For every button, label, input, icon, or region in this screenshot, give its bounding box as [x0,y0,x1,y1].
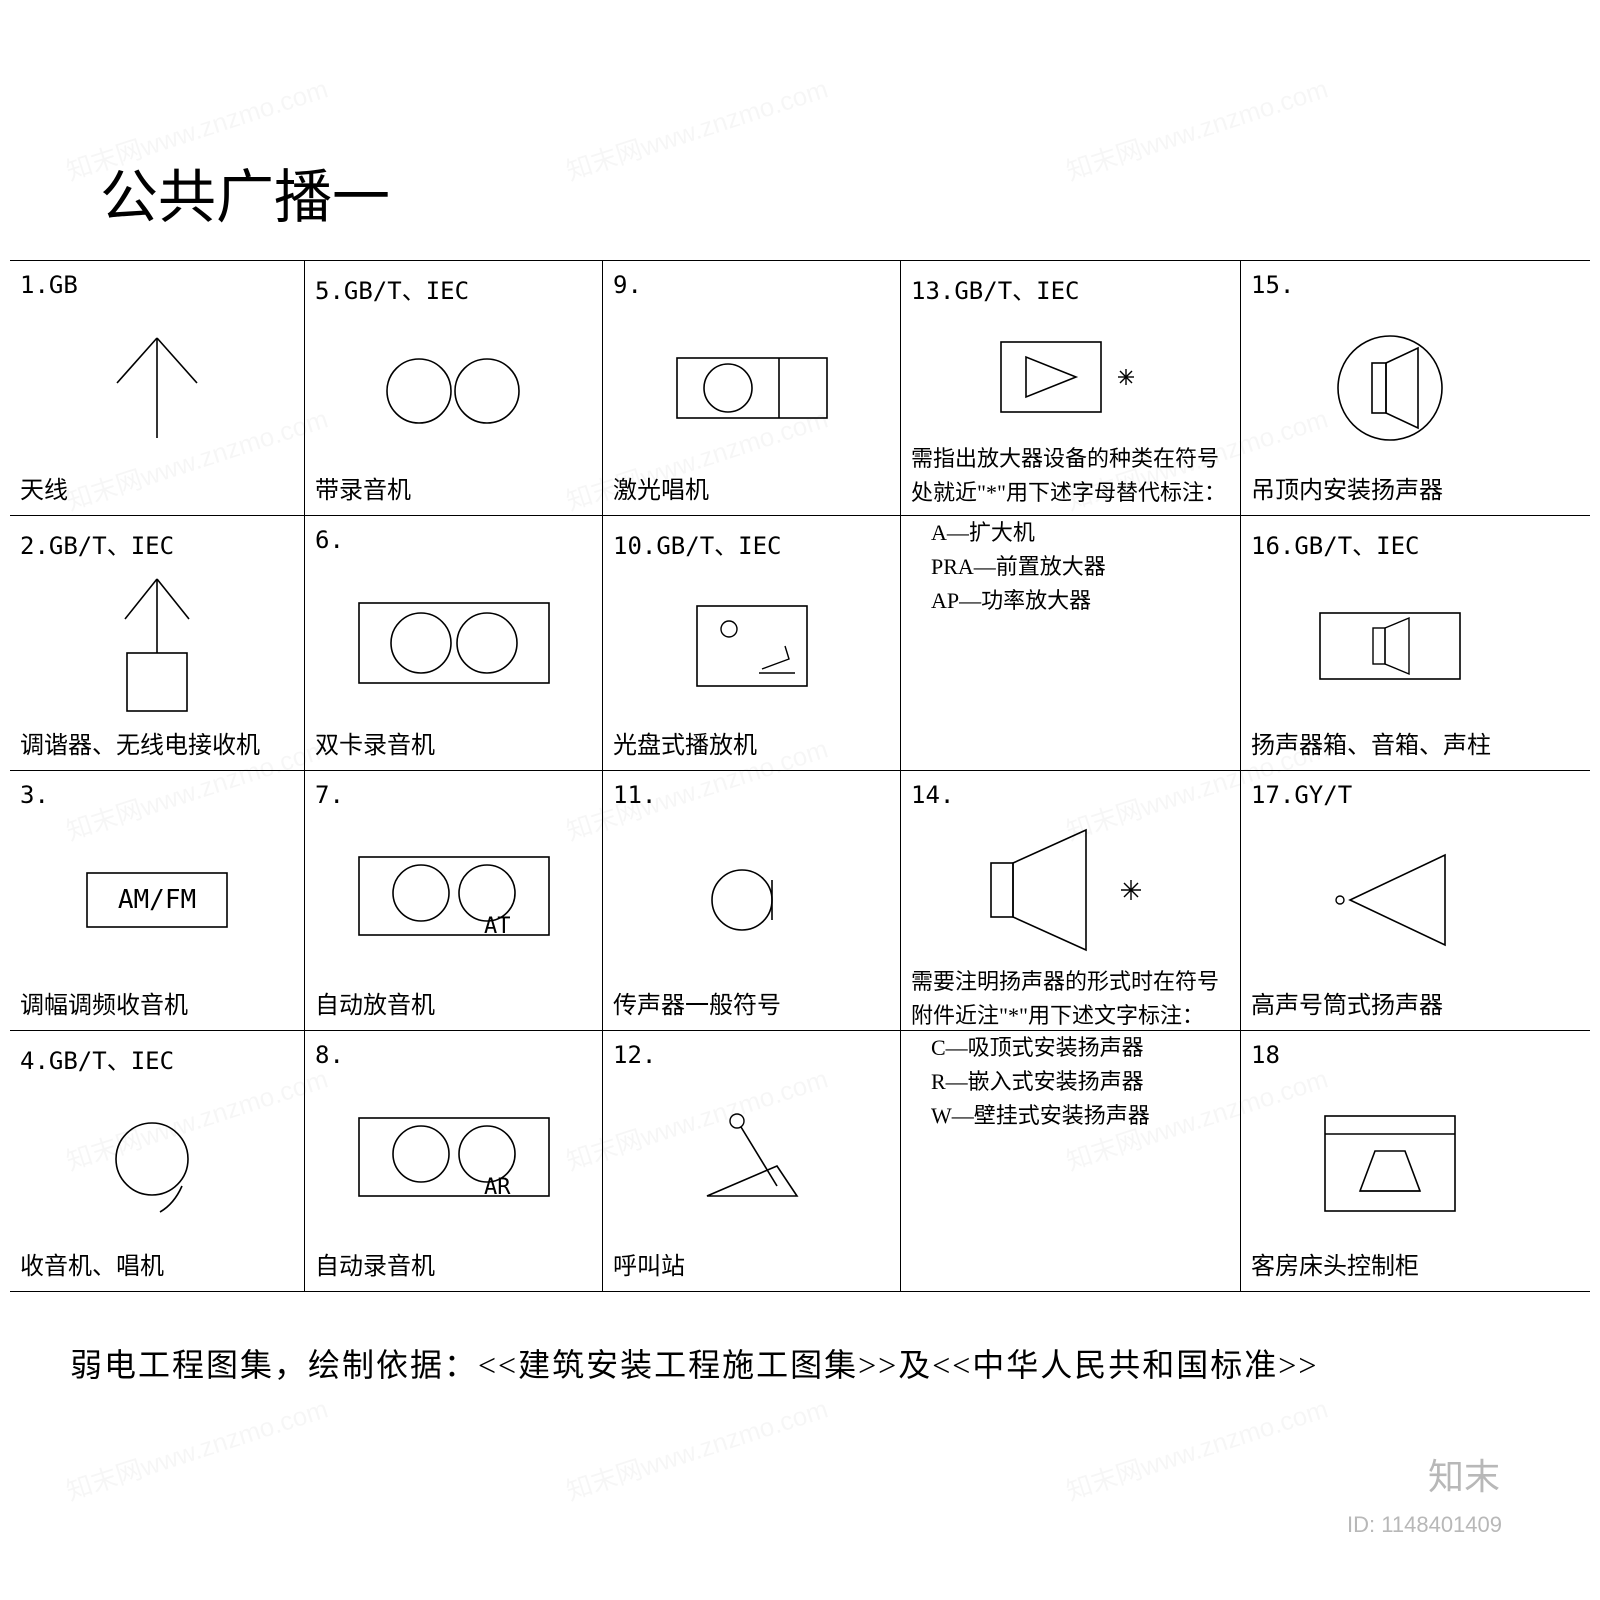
symbol-auto-record: AR [315,1075,592,1246]
cell-label: 光盘式播放机 [613,725,890,760]
cell-8-auto-record: 8. AR 自动录音机 [305,1031,603,1291]
symbol-dual-cassette [315,560,592,725]
cell-number: 4.GB/T、IEC [20,1041,294,1076]
symbol-antenna [20,305,294,470]
symbol-grid: 1.GB 天线 5.GB/T、IEC 带录音机 9. [10,260,1590,1292]
watermark-text: 知末网www.znzmo.com [561,69,832,189]
watermark-id: ID: 1148401409 [1347,1512,1502,1538]
cell-label: 天线 [20,470,294,505]
cell-12-call-station: 12. 呼叫站 [603,1031,901,1291]
svg-text:AT: AT [484,914,511,939]
cell-label: 客房床头控制柜 [1251,1246,1529,1281]
cell-number: 10.GB/T、IEC [613,526,890,561]
cell-label: 高声号筒式扬声器 [1251,985,1529,1020]
cell-label: 激光唱机 [613,470,890,505]
symbol-amplifier [911,312,1230,442]
cell-14-loudspeaker: 14. 需要注明扬声器的形式时在符号附件近注"*"用下述文字标注： [901,771,1241,1030]
cell-number: 14. [911,781,1230,809]
watermark-text: 知末网www.znzmo.com [61,1389,332,1509]
symbol-bedside-control [1251,1075,1529,1246]
cell-label: 扬声器箱、音箱、声柱 [1251,725,1529,760]
cell-number: 2.GB/T、IEC [20,526,294,561]
cell-label: 双卡录音机 [315,725,592,760]
symbol-auto-playback: AT [315,815,592,985]
cell-number: 8. [315,1041,592,1069]
note-item: A—扩大机 [911,516,1230,550]
cell-label: 吊顶内安装扬声器 [1251,470,1529,505]
cell-6-dual-cassette: 6. 双卡录音机 [305,516,603,770]
cell-3-amfm-radio: 3. AM/FM 调幅调频收音机 [10,771,305,1030]
note-item: W—壁挂式安装扬声器 [911,1099,1230,1133]
note-item: R—嵌入式安装扬声器 [911,1065,1230,1099]
cell-number: 17.GY/T [1251,781,1529,809]
watermark-text: 知末网www.znzmo.com [561,1389,832,1509]
cell-number: 11. [613,781,890,809]
symbol-loudspeaker [911,815,1230,965]
cell-18-bedside-control: 18 客房床头控制柜 [1241,1031,1539,1291]
symbol-tuner [20,567,294,725]
cell-number: 6. [315,526,592,554]
symbol-radio-phono [20,1082,294,1246]
cell-label: 调幅调频收音机 [20,985,294,1020]
symbol-horn-speaker [1251,815,1529,985]
page-title: 公共广播一 [100,150,390,234]
cell-1-antenna: 1.GB 天线 [10,261,305,515]
cell-13-amplifier-cont: A—扩大机 PRA—前置放大器 AP—功率放大器 [901,516,1241,770]
cell-number: 13.GB/T、IEC [911,271,1230,306]
cell-5-tape-recorder: 5.GB/T、IEC 带录音机 [305,261,603,515]
symbol-disc-player [613,567,890,725]
cell-11-microphone: 11. 传声器一般符号 [603,771,901,1030]
cell-number: 3. [20,781,294,809]
symbol-speaker-box [1251,567,1529,725]
cell-number: 12. [613,1041,890,1069]
cell-2-tuner: 2.GB/T、IEC 调谐器、无线电接收机 [10,516,305,770]
symbol-microphone [613,815,890,985]
cell-13-amplifier: 13.GB/T、IEC 需指出放大器设备的种类在符号处就近"*"用下述字母替代标… [901,261,1241,515]
cell-label: 收音机、唱机 [20,1246,294,1281]
cell-number: 1.GB [20,271,294,299]
svg-text:AR: AR [484,1175,511,1200]
note-item: C—吸顶式安装扬声器 [911,1031,1230,1065]
cell-15-ceiling-speaker: 15. 吊顶内安装扬声器 [1241,261,1539,515]
cell-label: 传声器一般符号 [613,985,890,1020]
cell-label: 调谐器、无线电接收机 [20,725,294,760]
cell-label: 自动录音机 [315,1246,592,1281]
cell-number: 7. [315,781,592,809]
watermark-text: 知末网www.znzmo.com [1061,1389,1332,1509]
cell-label: 自动放音机 [315,985,592,1020]
cell-number: 18 [1251,1041,1529,1069]
note-item: AP—功率放大器 [911,584,1230,618]
footer-text: 弱电工程图集，绘制依据：<<建筑安装工程施工图集>>及<<中华人民共和国标准>> [70,1340,1318,1386]
cell-14-loudspeaker-cont: C—吸顶式安装扬声器 R—嵌入式安装扬声器 W—壁挂式安装扬声器 [901,1031,1241,1291]
cell-note: 需要注明扬声器的形式时在符号附件近注"*"用下述文字标注： [911,965,1230,1033]
watermark-text: 知末网www.znzmo.com [1061,69,1332,189]
svg-text:AM/FM: AM/FM [118,885,196,915]
symbol-amfm: AM/FM [20,815,294,985]
cell-4-radio-phono: 4.GB/T、IEC 收音机、唱机 [10,1031,305,1291]
cell-number: 15. [1251,271,1529,299]
cell-16-speaker-box: 16.GB/T、IEC 扬声器箱、音箱、声柱 [1241,516,1539,770]
cell-17-horn-speaker: 17.GY/T 高声号筒式扬声器 [1241,771,1539,1030]
cell-label: 带录音机 [315,470,592,505]
cell-number: 9. [613,271,890,299]
symbol-call-station [613,1075,890,1246]
symbol-laser-disc [613,305,890,470]
cell-9-laser-disc: 9. 激光唱机 [603,261,901,515]
cell-10-disc-player: 10.GB/T、IEC 光盘式播放机 [603,516,901,770]
watermark-logo: 知末 [1428,1448,1500,1500]
cell-number: 16.GB/T、IEC [1251,526,1529,561]
note-item: PRA—前置放大器 [911,550,1230,584]
symbol-tape-recorder [315,312,592,470]
symbol-ceiling-speaker [1251,305,1529,470]
cell-note: 需指出放大器设备的种类在符号处就近"*"用下述字母替代标注： [911,442,1230,510]
cell-number: 5.GB/T、IEC [315,271,592,306]
cell-7-auto-playback: 7. AT 自动放音机 [305,771,603,1030]
cell-label: 呼叫站 [613,1246,890,1281]
